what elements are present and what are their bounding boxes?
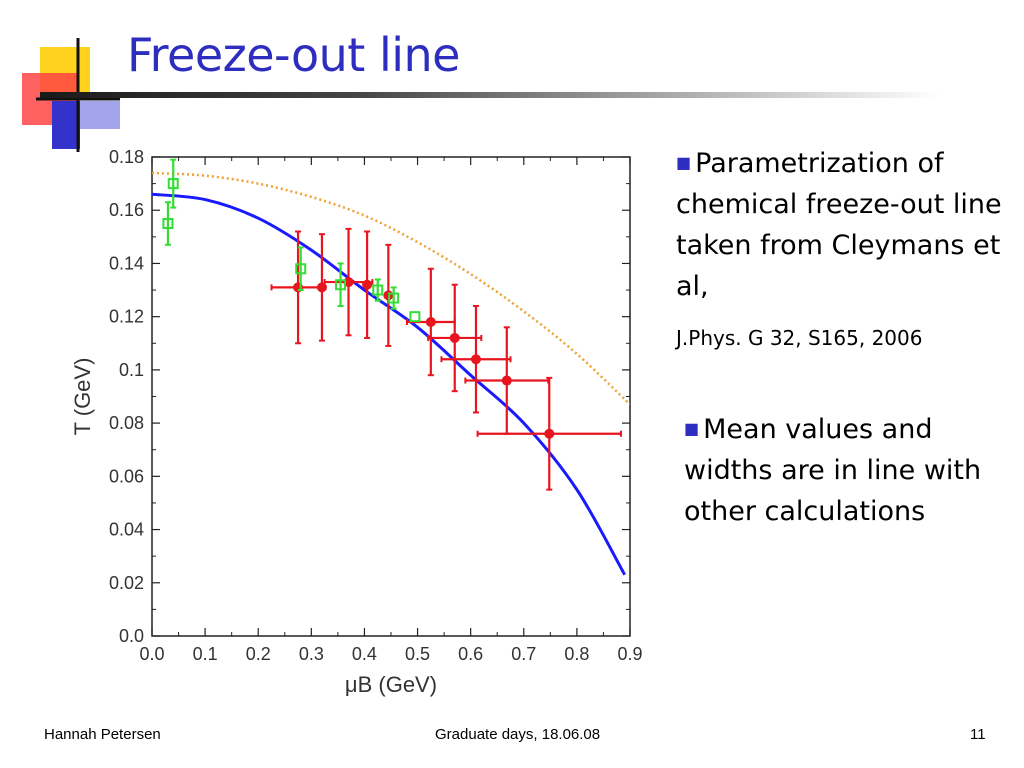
bullet-square-icon: ■ <box>676 153 692 172</box>
y-tick-label: 0.12 <box>109 307 144 327</box>
y-tick-label: 0.08 <box>109 413 144 433</box>
slide-title: Freeze-out line <box>127 28 461 82</box>
red-data-point <box>501 375 512 386</box>
red-data-point <box>470 354 481 365</box>
x-tick-label: 0.7 <box>511 644 536 664</box>
footer-event: Graduate days, 18.06.08 <box>435 726 601 743</box>
dotted-curve <box>152 171 630 406</box>
plot-frame <box>151 156 631 637</box>
red-data-point <box>449 332 460 343</box>
green-data-point <box>295 263 307 275</box>
x-axis-label: μB (GeV) <box>345 672 437 697</box>
logo-blue-square-right <box>80 101 120 129</box>
x-tick-label: 0.8 <box>564 644 589 664</box>
y-tick-label: 0.14 <box>109 253 144 273</box>
logo-blue-square <box>52 101 80 149</box>
footer-page-number: 11 <box>970 726 986 743</box>
x-tick-label: 0.3 <box>299 644 324 664</box>
x-tick-label: 0.0 <box>139 644 164 664</box>
green-data-point <box>409 311 421 323</box>
x-tick-label: 0.5 <box>405 644 430 664</box>
freeze-out-chart: 0.0 0.1 0.2 0.3 0.4 0.5 0.6 0.7 0.8 0.9 0.0 0.02 0.0… <box>70 147 643 697</box>
red-data-point <box>425 316 436 327</box>
green-data-point <box>167 178 179 190</box>
y-tick-label: 0.1 <box>119 360 144 380</box>
green-data-point <box>372 284 384 296</box>
x-tick-label: 0.6 <box>458 644 483 664</box>
green-data-point <box>388 292 400 304</box>
bullet-mean-values: ■ Mean values and widths are in line with… <box>684 408 984 532</box>
bullet-text: Mean values and widths are in line with … <box>684 414 982 527</box>
bullet-text: Parametrization of chemical freeze-out l… <box>676 148 1002 302</box>
y-tick-label: 0.02 <box>109 573 144 593</box>
y-axis-label: T (GeV) <box>70 358 95 436</box>
bullet-parametrization: ■ Parametrization of chemical freeze-out … <box>676 142 1016 307</box>
x-tick-label: 0.2 <box>246 644 271 664</box>
y-tick-label: 0.18 <box>109 147 144 167</box>
x-tick-label: 0.1 <box>193 644 218 664</box>
y-tick-label: 0.06 <box>109 466 144 486</box>
red-data-point <box>544 428 555 439</box>
y-tick-label: 0.16 <box>109 200 144 220</box>
fit-curve <box>152 192 626 576</box>
green-data-point <box>335 279 347 291</box>
reference-citation: J.Phys. G 32, S165, 2006 <box>676 326 923 350</box>
x-tick-label: 0.9 <box>617 644 642 664</box>
green-data-point <box>162 218 174 230</box>
x-tick-label: 0.4 <box>352 644 377 664</box>
bullet-square-icon: ■ <box>684 419 700 438</box>
y-tick-label: 0.04 <box>109 520 144 540</box>
footer-author: Hannah Petersen <box>44 726 161 743</box>
red-data-point <box>362 279 373 290</box>
y-tick-label: 0.0 <box>119 626 144 646</box>
title-underline <box>40 92 940 98</box>
